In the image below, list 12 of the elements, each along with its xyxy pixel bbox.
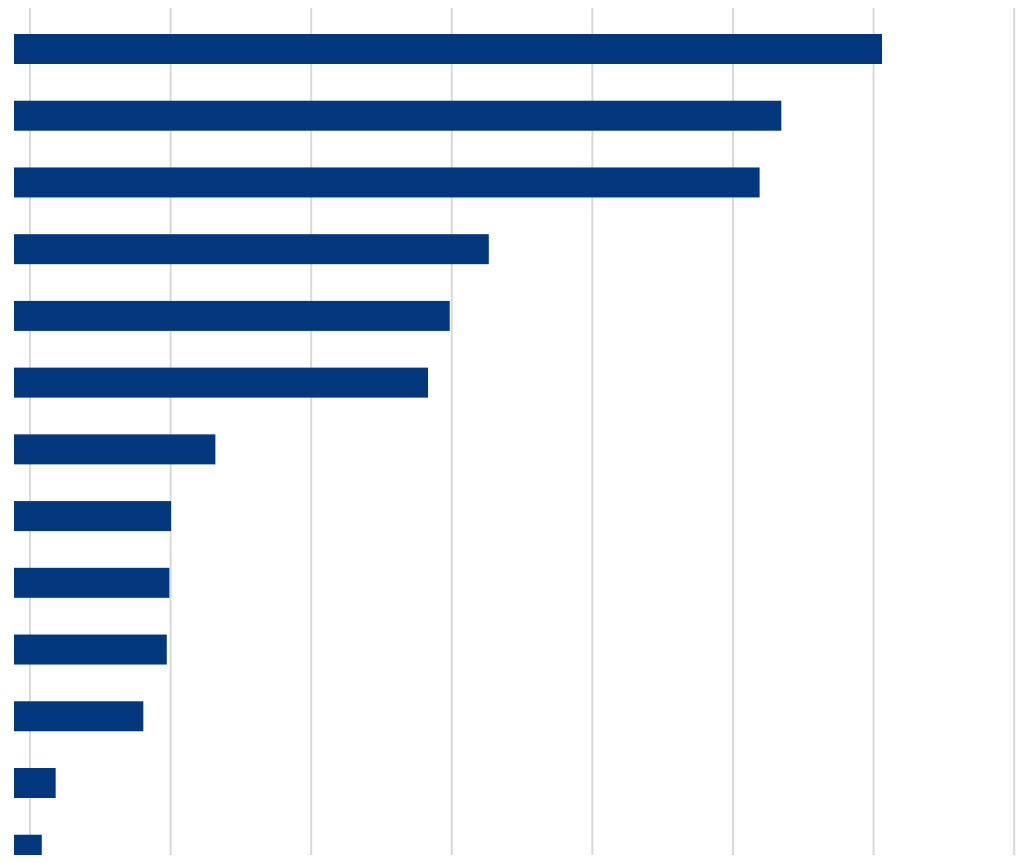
bar bbox=[14, 768, 56, 798]
bar bbox=[14, 367, 429, 398]
bar bbox=[14, 567, 170, 598]
bar bbox=[14, 167, 760, 198]
bar bbox=[14, 634, 167, 665]
bar bbox=[14, 34, 882, 64]
bar bbox=[14, 501, 172, 532]
bar bbox=[14, 434, 216, 465]
bar bbox=[14, 701, 144, 732]
bar bbox=[14, 234, 489, 265]
bar bbox=[14, 300, 450, 331]
bar bbox=[14, 100, 782, 131]
